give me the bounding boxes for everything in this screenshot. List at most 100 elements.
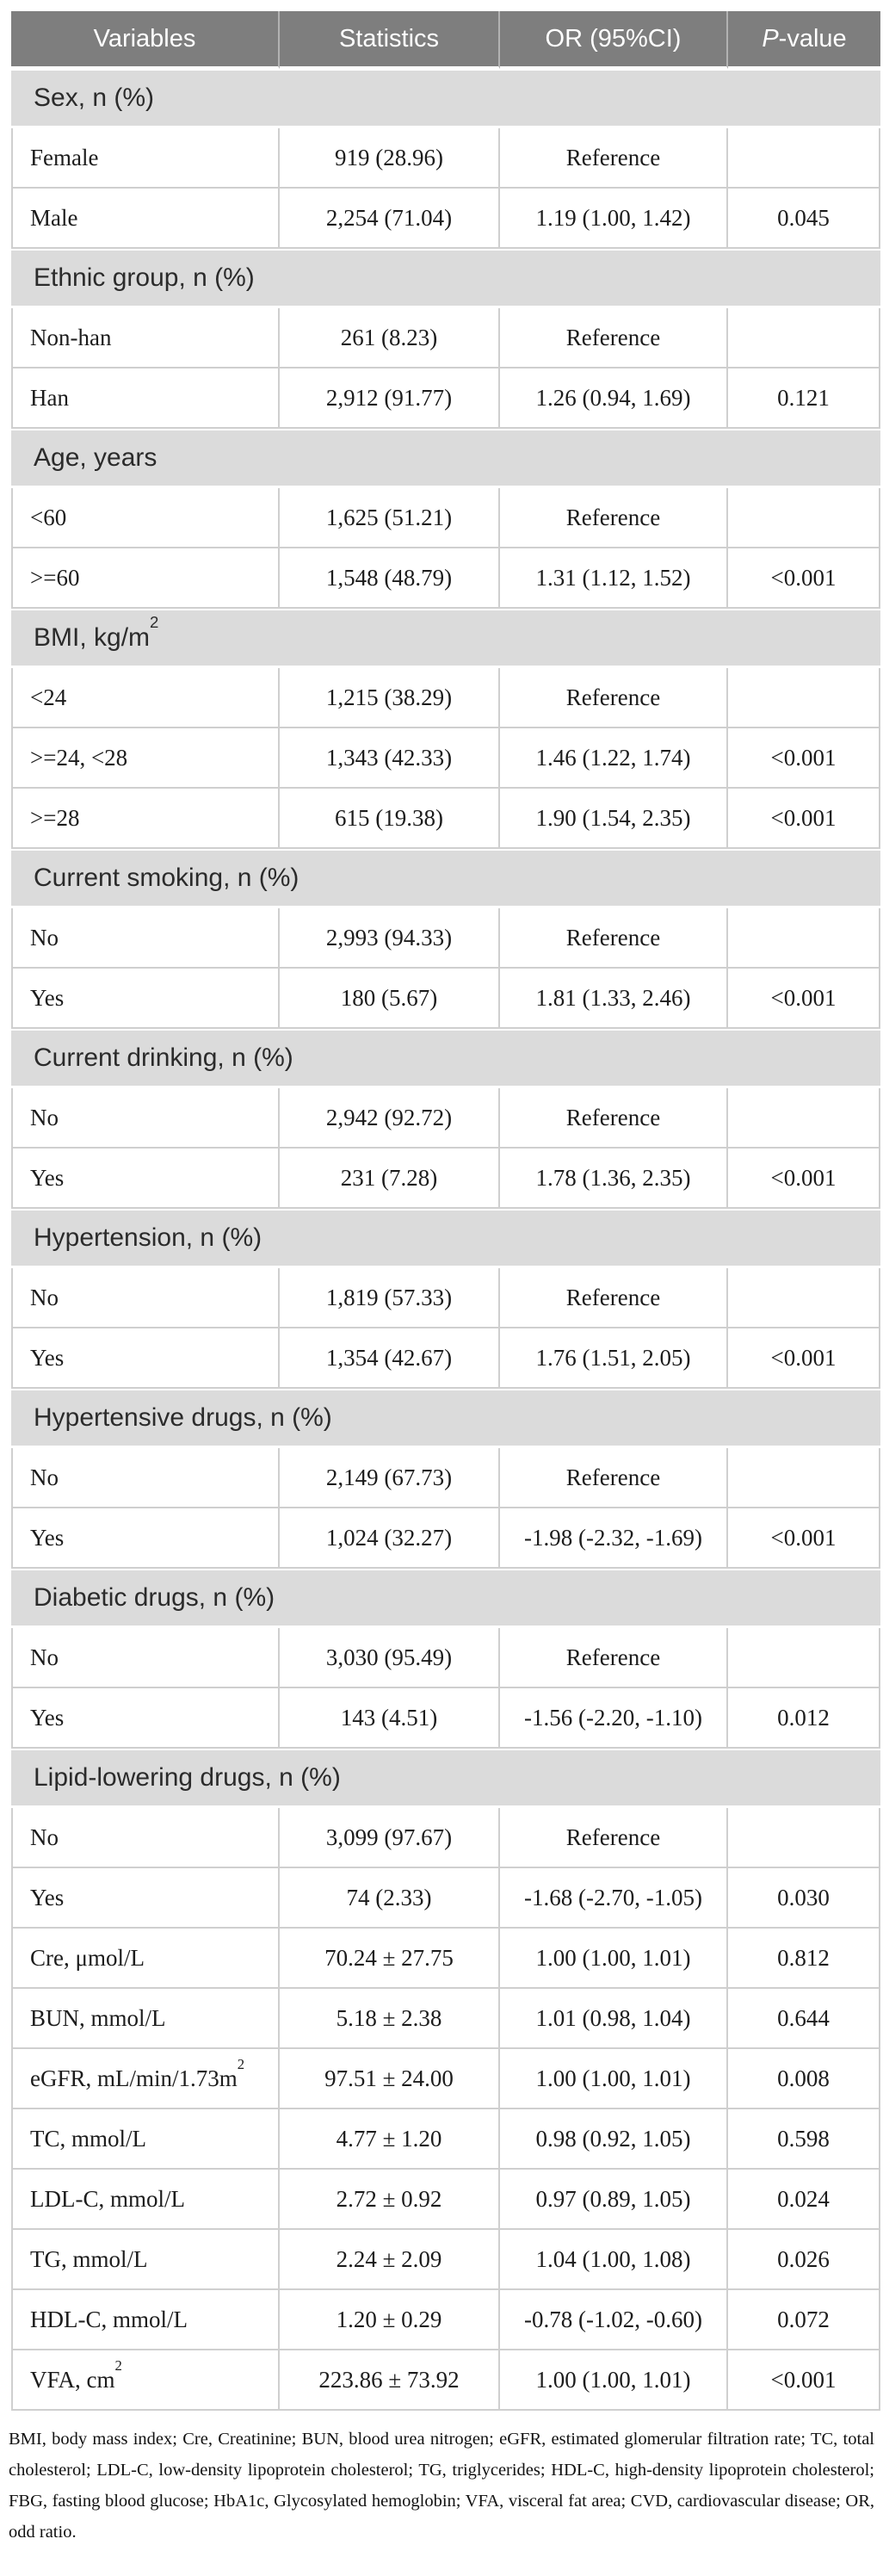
cell-p-value (728, 668, 880, 728)
cell-variable: >=28 (11, 789, 280, 849)
table-row: Yes 180 (5.67) 1.81 (1.33, 2.46) <0.001 (11, 969, 880, 1029)
section-label: Sex, n (%) (11, 69, 880, 128)
table-row: No 2,993 (94.33) Reference (11, 908, 880, 969)
section-label: Diabetic drugs, n (%) (11, 1569, 880, 1628)
cell-statistics: 1,354 (42.67) (280, 1328, 500, 1389)
column-header-or-95-ci: OR (95%CI) (500, 11, 728, 69)
cell-or-ci: 0.98 (0.92, 1.05) (500, 2109, 728, 2170)
section-label: Age, years (11, 429, 880, 488)
cell-statistics: 2,942 (92.72) (280, 1088, 500, 1149)
cell-variable: No (11, 1628, 280, 1688)
cell-variable: LDL-C, mmol/L (11, 2170, 280, 2230)
cell-p-value (728, 488, 880, 548)
cell-p-value: 0.024 (728, 2170, 880, 2230)
table-row: >=28 615 (19.38) 1.90 (1.54, 2.35) <0.001 (11, 789, 880, 849)
cell-statistics: 5.18 ± 2.38 (280, 1989, 500, 2049)
cell-or-ci: 0.97 (0.89, 1.05) (500, 2170, 728, 2230)
cell-or-ci: 1.76 (1.51, 2.05) (500, 1328, 728, 1389)
table-body: Sex, n (%) Female 919 (28.96) Reference Male… (11, 69, 880, 2411)
cell-p-value: <0.001 (728, 789, 880, 849)
cell-p-value: 0.121 (728, 368, 880, 429)
cell-statistics: 97.51 ± 24.00 (280, 2049, 500, 2109)
section-row-sex-n: Sex, n (%) (11, 69, 880, 128)
cell-p-value (728, 1268, 880, 1328)
cell-p-value (728, 908, 880, 969)
cell-variable: TG, mmol/L (11, 2230, 280, 2290)
cell-statistics: 2,149 (67.73) (280, 1448, 500, 1508)
cell-or-ci: Reference (500, 1808, 728, 1868)
cell-statistics: 1,024 (32.27) (280, 1508, 500, 1569)
table-row: HDL-C, mmol/L 1.20 ± 0.29 -0.78 (-1.02, -0… (11, 2290, 880, 2350)
cell-statistics: 2,254 (71.04) (280, 189, 500, 249)
cell-or-ci: 1.04 (1.00, 1.08) (500, 2230, 728, 2290)
section-label: Current drinking, n (%) (11, 1029, 880, 1088)
cell-or-ci: -1.68 (-2.70, -1.05) (500, 1868, 728, 1929)
cell-or-ci: Reference (500, 488, 728, 548)
cell-p-value: 0.072 (728, 2290, 880, 2350)
cell-variable: <24 (11, 668, 280, 728)
column-header-p-value: P-value (728, 11, 880, 69)
table-row: eGFR, mL/min/1.73m2 97.51 ± 24.00 1.00 (1.… (11, 2049, 880, 2109)
cell-or-ci: 1.78 (1.36, 2.35) (500, 1149, 728, 1209)
table-row: Yes 74 (2.33) -1.68 (-2.70, -1.05) 0.030 (11, 1868, 880, 1929)
cell-statistics: 1.20 ± 0.29 (280, 2290, 500, 2350)
cell-variable: >=60 (11, 548, 280, 609)
cell-p-value: 0.045 (728, 189, 880, 249)
section-label: Lipid-lowering drugs, n (%) (11, 1749, 880, 1808)
cell-variable: No (11, 1088, 280, 1149)
table-row: VFA, cm2 223.86 ± 73.92 1.00 (1.00, 1.01) <… (11, 2350, 880, 2411)
cell-statistics: 70.24 ± 27.75 (280, 1929, 500, 1989)
cell-variable: No (11, 1448, 280, 1508)
cell-variable: eGFR, mL/min/1.73m2 (11, 2049, 280, 2109)
cell-variable: TC, mmol/L (11, 2109, 280, 2170)
cell-variable: No (11, 908, 280, 969)
section-label: Hypertension, n (%) (11, 1209, 880, 1268)
cell-p-value: 0.812 (728, 1929, 880, 1989)
cell-or-ci: Reference (500, 128, 728, 189)
cell-or-ci: 1.81 (1.33, 2.46) (500, 969, 728, 1029)
section-label: BMI, kg/m2 (11, 609, 880, 668)
cell-or-ci: Reference (500, 1088, 728, 1149)
section-row-age-years: Age, years (11, 429, 880, 488)
cell-p-value: <0.001 (728, 1508, 880, 1569)
section-label: Current smoking, n (%) (11, 849, 880, 908)
cell-statistics: 3,099 (97.67) (280, 1808, 500, 1868)
section-row-current-smoking-n: Current smoking, n (%) (11, 849, 880, 908)
cell-variable: BUN, mmol/L (11, 1989, 280, 2049)
cell-p-value (728, 1088, 880, 1149)
table-row: BUN, mmol/L 5.18 ± 2.38 1.01 (0.98, 1.04) 0… (11, 1989, 880, 2049)
cell-variable: <60 (11, 488, 280, 548)
table-row: No 1,819 (57.33) Reference (11, 1268, 880, 1328)
cell-or-ci: 1.46 (1.22, 1.74) (500, 728, 728, 789)
section-row-hypertension-n: Hypertension, n (%) (11, 1209, 880, 1268)
table-row: Female 919 (28.96) Reference (11, 128, 880, 189)
table-row: TG, mmol/L 2.24 ± 2.09 1.04 (1.00, 1.08) 0.… (11, 2230, 880, 2290)
page: Variables Statistics OR (95%CI) P-value Sex… (11, 11, 880, 2411)
cell-variable: Male (11, 189, 280, 249)
cell-or-ci: 1.90 (1.54, 2.35) (500, 789, 728, 849)
cell-or-ci: 1.19 (1.00, 1.42) (500, 189, 728, 249)
cell-variable: Yes (11, 1149, 280, 1209)
cell-variable: Yes (11, 1328, 280, 1389)
cell-p-value (728, 1628, 880, 1688)
table-row: >=24, <28 1,343 (42.33) 1.46 (1.22, 1.74) <… (11, 728, 880, 789)
table-row: No 2,149 (67.73) Reference (11, 1448, 880, 1508)
cell-statistics: 74 (2.33) (280, 1868, 500, 1929)
table-row: LDL-C, mmol/L 2.72 ± 0.92 0.97 (0.89, 1.05… (11, 2170, 880, 2230)
table-row: No 3,030 (95.49) Reference (11, 1628, 880, 1688)
cell-p-value: 0.026 (728, 2230, 880, 2290)
section-row-bmi-kg-m: BMI, kg/m2 (11, 609, 880, 668)
table-row: No 2,942 (92.72) Reference (11, 1088, 880, 1149)
cell-statistics: 2.72 ± 0.92 (280, 2170, 500, 2230)
cell-variable: Cre, μmol/L (11, 1929, 280, 1989)
cell-statistics: 919 (28.96) (280, 128, 500, 189)
cell-or-ci: 1.26 (0.94, 1.69) (500, 368, 728, 429)
cell-or-ci: -1.98 (-2.32, -1.69) (500, 1508, 728, 1569)
cell-p-value: <0.001 (728, 969, 880, 1029)
table-row: <24 1,215 (38.29) Reference (11, 668, 880, 728)
cell-variable: Female (11, 128, 280, 189)
cell-statistics: 261 (8.23) (280, 308, 500, 368)
cell-statistics: 1,215 (38.29) (280, 668, 500, 728)
cell-p-value: 0.030 (728, 1868, 880, 1929)
cell-or-ci: Reference (500, 908, 728, 969)
